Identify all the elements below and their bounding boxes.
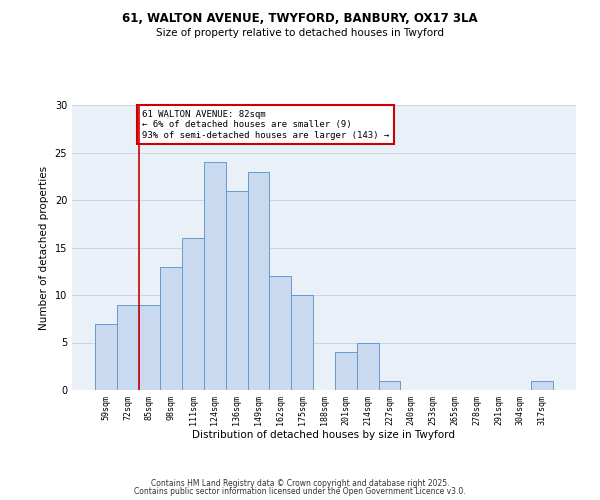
Bar	[226, 190, 248, 390]
Bar	[139, 304, 160, 390]
Text: Contains HM Land Registry data © Crown copyright and database right 2025.: Contains HM Land Registry data © Crown c…	[151, 478, 449, 488]
Bar	[531, 380, 553, 390]
Bar	[357, 342, 379, 390]
Bar	[160, 266, 182, 390]
Bar	[291, 295, 313, 390]
X-axis label: Distribution of detached houses by size in Twyford: Distribution of detached houses by size …	[193, 430, 455, 440]
Bar	[269, 276, 291, 390]
Text: 61, WALTON AVENUE, TWYFORD, BANBURY, OX17 3LA: 61, WALTON AVENUE, TWYFORD, BANBURY, OX1…	[122, 12, 478, 26]
Bar	[182, 238, 204, 390]
Bar	[248, 172, 269, 390]
Bar	[204, 162, 226, 390]
Bar	[117, 304, 139, 390]
Text: Contains public sector information licensed under the Open Government Licence v3: Contains public sector information licen…	[134, 487, 466, 496]
Bar	[335, 352, 357, 390]
Y-axis label: Number of detached properties: Number of detached properties	[39, 166, 49, 330]
Text: 61 WALTON AVENUE: 82sqm
← 6% of detached houses are smaller (9)
93% of semi-deta: 61 WALTON AVENUE: 82sqm ← 6% of detached…	[142, 110, 389, 140]
Bar	[95, 324, 117, 390]
Text: Size of property relative to detached houses in Twyford: Size of property relative to detached ho…	[156, 28, 444, 38]
Bar	[379, 380, 400, 390]
